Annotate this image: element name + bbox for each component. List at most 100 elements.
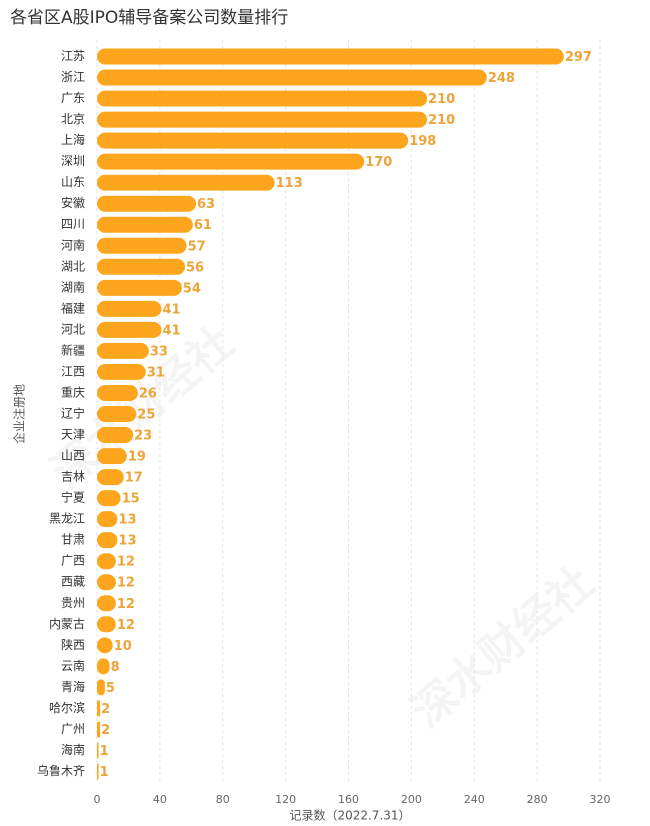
- value-label: 5: [106, 681, 115, 696]
- bar: [97, 342, 149, 359]
- y-tick-label: 内蒙古: [49, 616, 85, 631]
- value-label: 8: [111, 660, 120, 675]
- y-tick-label: 四川: [61, 217, 85, 231]
- chart-title: 各省区A股IPO辅导备案公司数量排行: [10, 8, 288, 28]
- bar: [97, 658, 110, 675]
- value-label: 25: [137, 408, 155, 423]
- bar: [97, 321, 162, 338]
- value-label: 170: [365, 155, 392, 170]
- bar: [97, 448, 127, 465]
- value-label: 12: [117, 555, 135, 570]
- bar: [97, 700, 101, 717]
- x-tick-label: 40: [153, 793, 167, 806]
- value-label: 210: [428, 92, 455, 107]
- y-tick-label: 广州: [61, 722, 85, 736]
- bar: [97, 490, 121, 507]
- y-tick-label: 乌鲁木齐: [37, 763, 85, 778]
- bar: [97, 574, 116, 591]
- y-tick-label: 新疆: [61, 342, 85, 357]
- bar: [97, 616, 116, 633]
- value-label: 23: [134, 429, 152, 444]
- value-label: 61: [194, 218, 212, 233]
- value-label: 1: [100, 744, 109, 759]
- bar: [97, 511, 118, 528]
- value-label: 13: [118, 534, 136, 549]
- y-tick-label: 浙江: [61, 70, 85, 84]
- bar: [97, 195, 197, 212]
- y-tick-label: 安徽: [61, 195, 85, 210]
- y-tick-label: 河南: [61, 237, 85, 252]
- value-label: 12: [117, 576, 135, 591]
- value-label: 13: [118, 513, 136, 528]
- y-tick-label: 西藏: [61, 575, 85, 589]
- y-tick-label: 云南: [61, 658, 85, 673]
- y-tick-label: 河北: [61, 322, 85, 336]
- bar: [97, 216, 193, 233]
- value-label: 2: [101, 702, 110, 717]
- y-tick-label: 贵州: [61, 596, 85, 610]
- watermark: 深水财经社: [402, 557, 603, 737]
- y-tick-label: 甘肃: [61, 533, 85, 547]
- y-tick-label: 陕西: [61, 637, 85, 652]
- value-label: 12: [117, 597, 135, 612]
- y-tick-label: 辽宁: [61, 406, 85, 421]
- y-tick-label: 山东: [61, 175, 85, 189]
- bar: [97, 279, 182, 296]
- value-label: 19: [128, 450, 146, 465]
- value-label: 63: [197, 197, 215, 212]
- value-label: 297: [565, 50, 592, 65]
- y-tick-label: 福建: [61, 300, 85, 315]
- bar: [97, 237, 187, 254]
- y-tick-label: 江苏: [61, 49, 85, 63]
- value-label: 54: [183, 281, 201, 296]
- value-label: 41: [162, 302, 180, 317]
- bar: [97, 637, 113, 654]
- y-tick-label: 江西: [61, 364, 85, 378]
- bar: [97, 742, 99, 759]
- value-label: 17: [125, 471, 143, 486]
- y-tick-label: 吉林: [61, 470, 85, 484]
- x-axis-label: 记录数（2022.7.31）: [289, 808, 410, 823]
- x-tick-label: 80: [216, 793, 230, 806]
- y-tick-label: 湖北: [61, 258, 85, 273]
- bar: [97, 384, 138, 401]
- bar: [97, 363, 146, 380]
- bar: [97, 90, 428, 107]
- bar: [97, 553, 116, 570]
- value-label: 57: [188, 239, 206, 254]
- value-label: 26: [139, 386, 157, 401]
- y-axis-label: 企业注册地: [12, 384, 27, 444]
- bar: [97, 469, 124, 486]
- y-tick-label: 湖南: [61, 279, 85, 294]
- value-label: 248: [488, 71, 515, 86]
- bar: [97, 174, 275, 191]
- y-tick-label: 青海: [61, 679, 85, 694]
- y-tick-label: 重庆: [61, 385, 85, 399]
- bar: [97, 679, 105, 696]
- bar: [97, 532, 118, 549]
- bar: [97, 595, 116, 612]
- bar: [97, 258, 186, 275]
- bar: [97, 300, 162, 317]
- bar: [97, 132, 409, 149]
- x-tick-label: 0: [94, 793, 101, 806]
- y-tick-label: 宁夏: [61, 490, 85, 505]
- value-label: 1: [100, 765, 109, 780]
- value-label: 210: [428, 113, 455, 128]
- value-label: 113: [276, 176, 303, 191]
- y-tick-label: 黑龙江: [49, 512, 85, 526]
- x-tick-label: 160: [338, 793, 359, 806]
- y-tick-label: 上海: [61, 132, 85, 147]
- value-label: 15: [122, 492, 140, 507]
- x-tick-label: 200: [401, 793, 422, 806]
- y-tick-label: 哈尔滨: [49, 700, 85, 715]
- value-label: 198: [409, 134, 436, 149]
- x-tick-label: 320: [590, 793, 611, 806]
- bar: [97, 48, 564, 65]
- x-tick-label: 240: [464, 793, 485, 806]
- value-label: 56: [186, 260, 204, 275]
- value-label: 41: [162, 323, 180, 338]
- x-tick-label: 280: [527, 793, 548, 806]
- y-tick-label: 天津: [61, 428, 85, 442]
